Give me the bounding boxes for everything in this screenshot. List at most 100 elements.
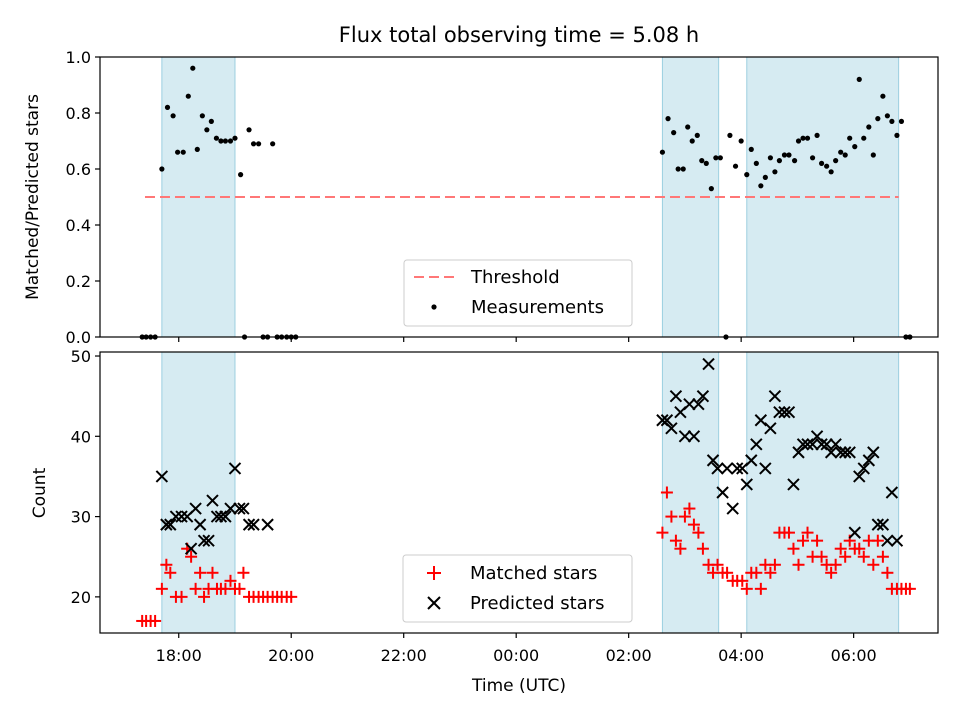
predicted-star-point bbox=[202, 534, 215, 547]
measurement-point bbox=[748, 146, 754, 152]
measurement-point bbox=[703, 160, 709, 166]
measurement-point bbox=[861, 135, 867, 141]
predicted-star-point bbox=[806, 438, 819, 451]
measurement-point bbox=[194, 146, 200, 152]
bottom-shaded-interval-2 bbox=[746, 351, 900, 634]
measurement-point bbox=[894, 132, 900, 138]
top-y-ticks: 0.0 0.2 0.4 0.6 0.8 1.0 bbox=[66, 48, 100, 347]
matched-star-point bbox=[815, 550, 828, 563]
measurement-point bbox=[238, 172, 244, 178]
measurement-point bbox=[772, 169, 778, 175]
predicted-star-point bbox=[885, 486, 899, 499]
measurement-point bbox=[170, 113, 176, 119]
predicted-star-point bbox=[189, 502, 202, 515]
measurement-point bbox=[767, 155, 774, 161]
measurement-point bbox=[856, 76, 862, 82]
predicted-star-point bbox=[787, 478, 800, 491]
matched-star-point bbox=[237, 566, 250, 579]
measurement-point bbox=[781, 152, 788, 158]
predicted-star-point bbox=[175, 510, 188, 523]
top-y-tick-label: 1.0 bbox=[66, 48, 91, 67]
top-y-tick-label: 0.8 bbox=[66, 104, 91, 123]
top-y-tick-label: 0.0 bbox=[66, 328, 91, 347]
x-tick-label: 04:00 bbox=[718, 646, 764, 665]
matched-stars-points bbox=[136, 486, 916, 627]
measurement-point bbox=[727, 132, 733, 138]
predicted-star-point bbox=[692, 397, 705, 411]
measurement-point bbox=[838, 149, 844, 155]
measurement-point bbox=[744, 172, 750, 178]
measurement-point bbox=[828, 169, 834, 175]
measurement-point bbox=[870, 152, 876, 158]
predicted-star-point bbox=[193, 518, 207, 531]
legend-predicted-label: Predicted stars bbox=[470, 593, 604, 614]
predicted-star-point bbox=[782, 406, 796, 419]
matched-star-point bbox=[665, 510, 678, 523]
measurement-point bbox=[875, 116, 881, 122]
predicted-star-point bbox=[160, 518, 173, 531]
x-tick-label: 06:00 bbox=[831, 646, 877, 665]
measurement-point bbox=[270, 141, 276, 147]
top-y-tick-label: 0.6 bbox=[66, 160, 91, 179]
predicted-star-point bbox=[740, 478, 753, 491]
x-tick-label: 22:00 bbox=[381, 646, 427, 665]
predicted-star-point bbox=[169, 510, 183, 523]
measurement-point bbox=[847, 135, 853, 141]
x-tick-label: 02:00 bbox=[606, 646, 652, 665]
matched-star-point bbox=[692, 526, 705, 539]
predicted-star-point bbox=[702, 357, 715, 371]
predicted-star-point bbox=[197, 534, 211, 547]
predicted-star-point bbox=[711, 462, 724, 475]
measurement-point bbox=[800, 135, 806, 141]
predicted-star-point bbox=[665, 422, 678, 435]
measurement-point bbox=[164, 104, 171, 110]
measurement-point bbox=[776, 158, 782, 164]
predicted-stars-points bbox=[155, 357, 904, 555]
matched-star-point bbox=[224, 574, 237, 587]
x-tick-label: 00:00 bbox=[493, 646, 539, 665]
matched-star-point bbox=[881, 566, 894, 579]
predicted-star-point bbox=[683, 397, 696, 411]
matched-star-point bbox=[825, 566, 838, 579]
measurement-point bbox=[852, 144, 858, 150]
legend-measurements-label: Measurements bbox=[471, 297, 604, 318]
predicted-star-point bbox=[773, 406, 786, 419]
measurement-point bbox=[898, 118, 905, 124]
matched-star-point bbox=[787, 542, 800, 555]
matched-star-point bbox=[867, 558, 880, 571]
matched-star-point bbox=[683, 502, 696, 515]
matched-star-point bbox=[233, 582, 246, 595]
measurement-point bbox=[824, 163, 830, 169]
measurement-point bbox=[199, 113, 205, 119]
predicted-star-point bbox=[867, 446, 880, 459]
matched-star-point bbox=[768, 558, 781, 571]
measurement-point bbox=[175, 149, 181, 155]
predicted-star-point bbox=[696, 389, 710, 403]
legend-predicted-swatch bbox=[427, 596, 441, 610]
predicted-star-point bbox=[184, 542, 198, 555]
matched-star-point bbox=[721, 566, 734, 579]
measurement-point bbox=[694, 132, 700, 138]
measurement-point bbox=[713, 155, 719, 161]
predicted-star-point bbox=[669, 389, 683, 403]
measurement-point bbox=[833, 158, 839, 164]
predicted-star-point bbox=[768, 389, 782, 403]
predicted-star-point bbox=[233, 502, 246, 515]
top-panel: 0.0 0.2 0.4 0.6 0.8 1.0 Matched/Predicted sta… bbox=[23, 48, 939, 347]
predicted-star-point bbox=[716, 486, 729, 499]
predicted-star-point bbox=[720, 462, 734, 475]
top-x-ticks bbox=[178, 337, 855, 342]
measurement-point bbox=[809, 155, 816, 161]
predicted-star-point bbox=[750, 438, 763, 451]
x-tick-label: 18:00 bbox=[156, 646, 202, 665]
measurement-point bbox=[204, 127, 210, 133]
top-plot-frame bbox=[99, 56, 939, 338]
predicted-star-point bbox=[754, 414, 768, 427]
predicted-star-point bbox=[759, 462, 772, 475]
predicted-star-point bbox=[838, 446, 852, 459]
predicted-star-point bbox=[219, 510, 232, 523]
predicted-star-point bbox=[848, 526, 861, 539]
measurement-point bbox=[246, 127, 252, 133]
bottom-y-tick-label: 40 bbox=[71, 427, 91, 446]
predicted-star-point bbox=[731, 462, 744, 475]
